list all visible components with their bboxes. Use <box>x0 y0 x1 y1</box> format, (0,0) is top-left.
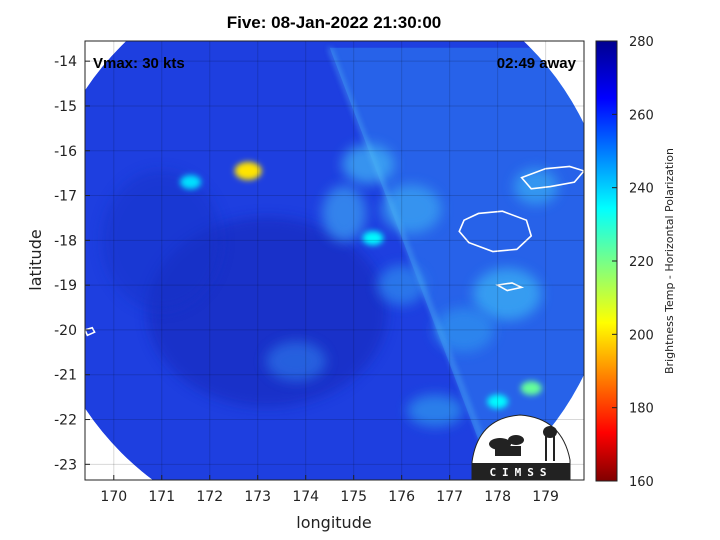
y-tick-label: -14 <box>54 54 77 70</box>
y-tick-label: -23 <box>54 457 77 473</box>
texture-patch <box>473 268 541 320</box>
x-tick-label: 178 <box>484 489 511 505</box>
colorbar-label: Brightness Temp - Horizontal Polarizatio… <box>663 148 676 374</box>
colorbar-tick-label: 180 <box>629 402 654 417</box>
y-tick-label: -16 <box>54 144 77 160</box>
texture-patch <box>381 185 441 233</box>
y-tick-label: -20 <box>54 323 77 339</box>
x-tick-label: 172 <box>196 489 223 505</box>
y-tick-label: -17 <box>54 189 77 205</box>
y-tick-label: -18 <box>54 233 77 249</box>
x-tick-label: 179 <box>532 489 559 505</box>
colorbar-tick-label: 200 <box>629 328 654 343</box>
x-tick-label: 176 <box>388 489 415 505</box>
annotation-time-away: 02:49 away <box>497 55 577 72</box>
x-tick-label: 173 <box>244 489 271 505</box>
colorbar-tick-label: 260 <box>629 108 654 123</box>
colorbar-tick-label: 220 <box>629 255 654 270</box>
x-tick-label: 175 <box>340 489 367 505</box>
warm-feature <box>180 175 201 189</box>
chart-title: Five: 08-Jan-2022 21:30:00 <box>227 13 442 32</box>
x-tick-label: 171 <box>148 489 175 505</box>
x-axis-label: longitude <box>296 513 371 532</box>
x-tick-label: 170 <box>100 489 127 505</box>
y-tick-label: -22 <box>54 413 77 429</box>
warm-feature <box>521 381 542 395</box>
colorbar-ticks: 160 180 200 220 240 260 280 <box>612 35 654 490</box>
colorbar: 160 180 200 220 240 260 280 Brightness Temp - … <box>596 35 676 490</box>
colorbar-tick-label: 280 <box>629 35 654 50</box>
y-tick-label: -19 <box>54 278 77 294</box>
x-tick-label: 174 <box>292 489 319 505</box>
warm-feature <box>362 231 383 245</box>
colorbar-tick-label: 240 <box>629 182 654 197</box>
texture-patch <box>266 341 326 381</box>
texture-patch <box>322 185 366 241</box>
y-axis-label: latitude <box>26 229 45 290</box>
texture-patch <box>407 395 463 427</box>
colorbar-tick-label: 160 <box>629 475 654 490</box>
annotation-vmax: Vmax: 30 kts <box>93 55 185 72</box>
logo-text: CIMSS <box>489 466 552 479</box>
y-tick-label: -21 <box>54 368 77 384</box>
x-tick-label: 177 <box>436 489 463 505</box>
y-tick-label: -15 <box>54 99 77 115</box>
